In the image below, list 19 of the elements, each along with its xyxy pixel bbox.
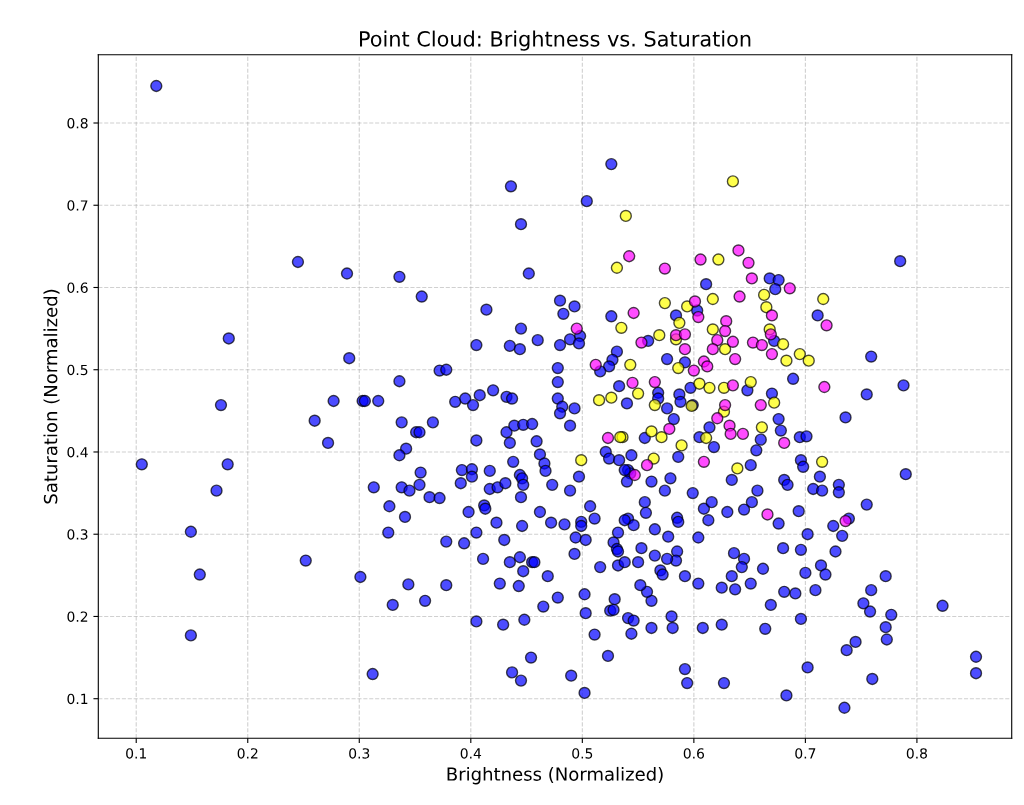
x-tick-label: 0.8: [906, 748, 928, 759]
x-tick-label: 0.4: [460, 748, 482, 759]
x-tick-label: 0.3: [349, 748, 370, 759]
x-tick-label: 0.5: [572, 748, 593, 759]
y-tick-label: 0.1: [67, 693, 88, 705]
y-tick-label: 0.4: [67, 446, 88, 458]
y-tick-label: 0.8: [67, 117, 88, 129]
x-axis-title: Brightness (Normalized): [447, 766, 663, 785]
y-tick-label: 0.2: [67, 611, 88, 622]
x-tick-label: 0.1: [126, 748, 146, 759]
y-tick-label: 0.6: [67, 282, 88, 293]
y-axis-title: Saturation (Normalized): [43, 289, 60, 504]
y-tick-label: 0.3: [67, 529, 88, 540]
y-tick-label: 0.7: [67, 200, 88, 211]
y-tick-label: 0.5: [67, 364, 88, 376]
x-tick-label: 0.2: [237, 748, 258, 759]
x-tick-label: 0.7: [795, 748, 816, 759]
x-tick-label: 0.6: [683, 748, 705, 759]
chart-title: Point Cloud: Brightness vs. Saturation: [360, 30, 751, 51]
